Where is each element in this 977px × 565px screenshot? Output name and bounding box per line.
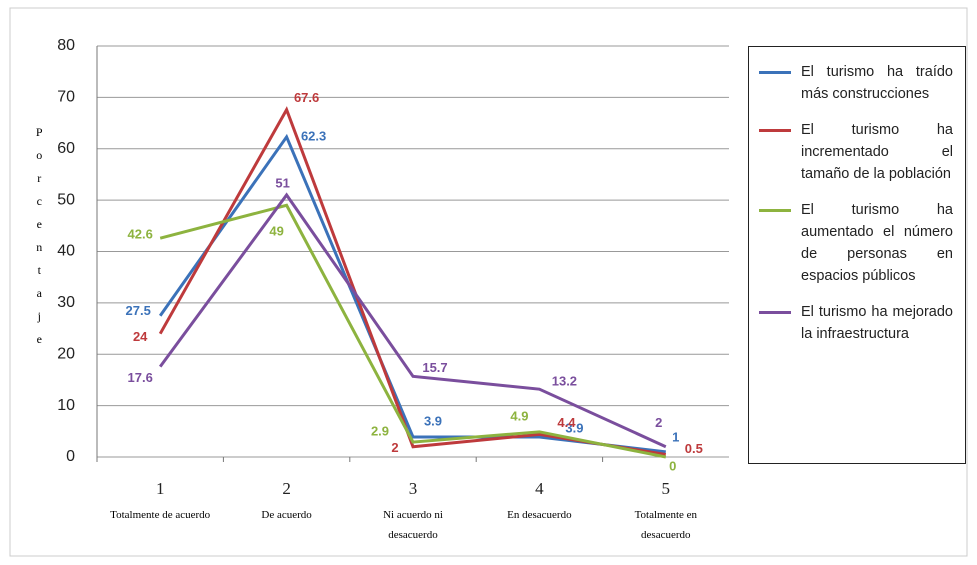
data-label: 67.6 xyxy=(294,90,319,105)
category-label: En desacuerdo xyxy=(507,509,572,521)
y-tick-label: 30 xyxy=(57,294,75,311)
y-tick-label: 60 xyxy=(57,140,75,157)
y-tick-label: 10 xyxy=(57,397,75,414)
data-label: 3.9 xyxy=(424,413,442,428)
x-tick-label: 1 xyxy=(156,479,165,498)
series-line xyxy=(158,106,667,456)
legend-swatch xyxy=(759,209,791,212)
data-label: 1 xyxy=(672,429,679,444)
y-tick-label: 80 xyxy=(57,37,75,54)
data-label: 0.5 xyxy=(685,441,703,456)
legend-label: El turismo ha aumentado el número de per… xyxy=(801,202,953,284)
legend-swatch xyxy=(759,311,791,314)
y-tick-label: 40 xyxy=(57,243,75,260)
data-label: 2 xyxy=(655,415,662,430)
x-tick-label: 3 xyxy=(409,479,418,498)
series-line xyxy=(158,192,667,449)
y-tick-label: 0 xyxy=(66,448,75,465)
category-label: De acuerdo xyxy=(261,509,312,521)
y-axis-label: Porcentaje xyxy=(32,125,46,355)
x-tick-label: 2 xyxy=(282,479,291,498)
data-label: 13.2 xyxy=(552,374,577,389)
series-line xyxy=(158,133,666,454)
frame xyxy=(9,7,968,557)
data-label: 51 xyxy=(275,175,289,190)
series-line xyxy=(159,203,667,459)
data-label: 15.7 xyxy=(422,360,447,375)
x-tick-label: 5 xyxy=(662,479,671,498)
data-label: 3.9 xyxy=(565,420,583,435)
data-label: 17.6 xyxy=(128,370,153,385)
legend-label: El turismo ha mejorado la infraestructur… xyxy=(801,304,953,342)
category-label: Totalmente en desacuerdo xyxy=(634,509,698,541)
y-tick-label: 20 xyxy=(57,345,75,362)
legend-entry: El turismo ha incrementado el tamaño de … xyxy=(759,119,953,185)
data-label: 0 xyxy=(669,458,676,473)
data-label: 27.5 xyxy=(126,303,151,318)
data-label: 24 xyxy=(133,329,148,344)
data-label: 42.6 xyxy=(128,227,153,242)
data-label: 62.3 xyxy=(301,128,326,143)
legend-entry: El turismo ha traído más construcciones xyxy=(759,61,953,105)
legend-entry: El turismo ha mejorado la infraestructur… xyxy=(759,301,953,345)
data-label: 4.4 xyxy=(557,415,576,430)
legend-entry: El turismo ha aumentado el número de per… xyxy=(759,199,953,287)
category-label: Totalmente de acuerdo xyxy=(110,509,211,521)
data-label: 49 xyxy=(269,224,283,239)
legend-swatch xyxy=(759,129,791,132)
legend-label: El turismo ha incrementado el tamaño de … xyxy=(801,122,953,182)
legend-label: El turismo ha traído más construcciones xyxy=(801,64,953,102)
category-label: Ni acuerdo ni desacuerdo xyxy=(383,509,443,541)
legend-swatch xyxy=(759,71,791,74)
y-tick-label: 70 xyxy=(57,89,75,106)
data-label: 4.9 xyxy=(510,408,528,423)
data-label: 2.9 xyxy=(371,424,389,439)
legend: El turismo ha traído más construcciones E… xyxy=(748,46,966,464)
x-tick-label: 4 xyxy=(535,479,544,498)
data-label: 2 xyxy=(391,440,398,455)
y-tick-label: 50 xyxy=(57,191,75,208)
